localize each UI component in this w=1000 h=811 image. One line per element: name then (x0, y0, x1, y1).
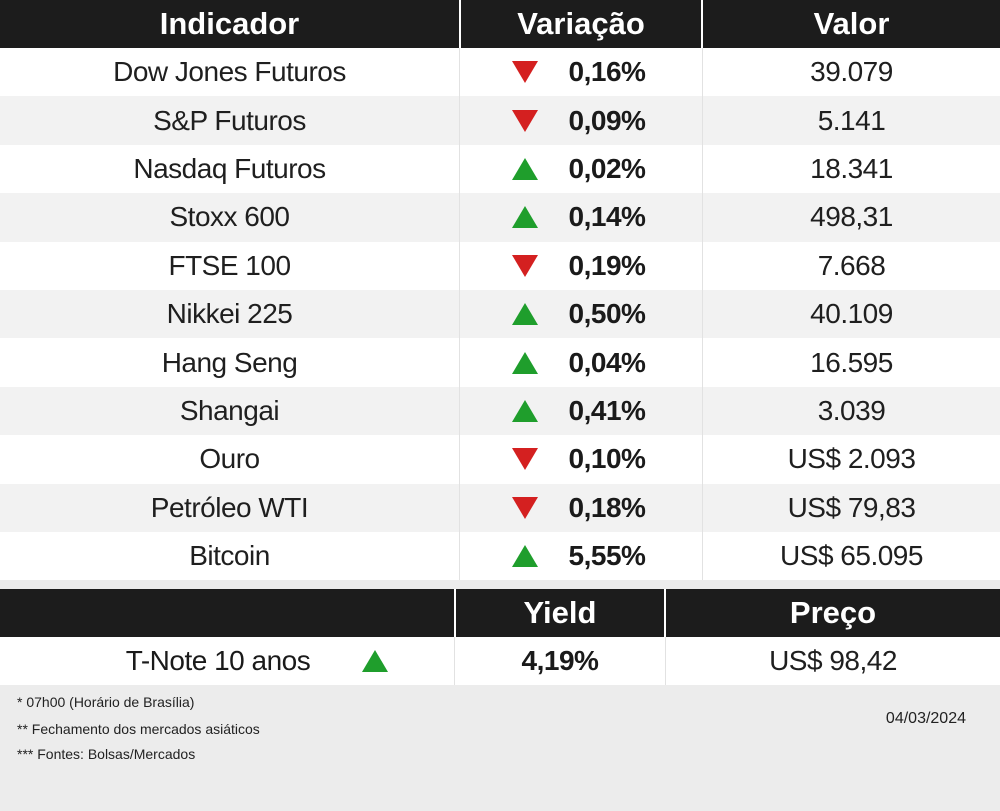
triangle-up-icon (362, 650, 389, 672)
header-value: Valor (813, 6, 890, 41)
table-row: Dow Jones Futuros 0,16% 39.079 (0, 48, 1000, 97)
triangle-up-icon (505, 157, 545, 180)
header-price: Preço (789, 595, 877, 630)
indicator-value: 16.595 (810, 346, 893, 378)
triangle-down-icon (505, 496, 545, 519)
market-indicators-table: Indicador Variação Valor Dow Jones Futur… (0, 0, 1000, 581)
table-body: Dow Jones Futuros 0,16% 39.079 S&P Futuros 0… (0, 48, 1000, 581)
indicator-value: 498,31 (810, 201, 893, 233)
triangle-down-icon (505, 448, 545, 471)
header-indicator: Indicador (159, 6, 300, 41)
variation-value: 0,09% (568, 104, 646, 136)
indicator-value: 5.141 (817, 104, 886, 136)
triangle-down-icon (505, 109, 545, 132)
variation-value: 0,19% (568, 249, 646, 281)
table-row: S&P Futuros 0,09% 5.141 (0, 96, 1000, 145)
indicator-name: Nasdaq Futuros (133, 152, 326, 184)
indicator-name: Nikkei 225 (166, 298, 293, 330)
header-yield: Yield (454, 589, 666, 637)
tnote-price: US$ 98,42 (769, 645, 897, 676)
indicator-value: 40.109 (810, 298, 893, 330)
indicator-value: 39.079 (810, 56, 893, 88)
triangle-up-icon (505, 303, 545, 326)
triangle-up-icon (505, 545, 545, 568)
indicator-value: US$ 2.093 (787, 443, 916, 475)
variation-value: 0,50% (568, 298, 646, 330)
variation-value: 5,55% (568, 540, 646, 572)
footnote-sources: *** Fontes: Bolsas/Mercados (17, 746, 196, 762)
indicator-value: US$ 79,83 (787, 491, 916, 523)
table-row: Petróleo WTI 0,18% US$ 79,83 (0, 483, 1000, 532)
tnote-table: Yield Preço T-Note 10 anos 4,19% US$ 98,… (0, 589, 1000, 685)
variation-value: 0,04% (568, 346, 646, 378)
tnote-header-blank (0, 589, 454, 637)
table-row: Bitcoin 5,55% US$ 65.095 (0, 531, 1000, 581)
table-row: Stoxx 600 0,14% 498,31 (0, 193, 1000, 242)
triangle-up-icon (505, 399, 545, 422)
indicator-name: Shangai (179, 394, 280, 426)
table-row: Hang Seng 0,04% 16.595 (0, 338, 1000, 387)
variation-value: 0,16% (568, 56, 646, 88)
table-header: Indicador Variação Valor (0, 0, 1000, 48)
triangle-up-icon (505, 351, 545, 374)
indicator-value: 7.668 (817, 249, 886, 281)
tnote-row: T-Note 10 anos 4,19% US$ 98,42 (0, 637, 1000, 685)
footnote-time: * 07h00 (Horário de Brasília) (17, 694, 195, 710)
variation-value: 0,41% (568, 394, 646, 426)
table-row: Shangai 0,41% 3.039 (0, 386, 1000, 436)
variation-value: 0,18% (568, 491, 646, 523)
variation-value: 0,02% (568, 152, 646, 184)
variation-value: 0,10% (568, 443, 646, 475)
indicator-name: S&P Futuros (153, 104, 306, 136)
tnote-header: Yield Preço (0, 589, 1000, 637)
indicator-name: Dow Jones Futuros (113, 56, 346, 88)
indicator-value: 3.039 (817, 394, 886, 426)
header-variation: Variação (459, 0, 703, 48)
indicator-value: 18.341 (810, 152, 893, 184)
indicator-value: US$ 65.095 (780, 540, 923, 572)
footnote-asian-markets: ** Fechamento dos mercados asiáticos (17, 721, 260, 737)
indicator-name: Bitcoin (189, 540, 270, 572)
triangle-down-icon (505, 254, 545, 277)
table-row: Nikkei 225 0,50% 40.109 (0, 289, 1000, 339)
indicator-name: FTSE 100 (168, 249, 291, 281)
variation-value: 0,14% (568, 201, 646, 233)
indicator-name: Hang Seng (161, 346, 298, 378)
indicator-name: Petróleo WTI (150, 491, 309, 523)
triangle-down-icon (505, 61, 545, 84)
report-date: 04/03/2024 (885, 710, 966, 727)
indicator-name: Stoxx 600 (169, 201, 290, 233)
table-row: Ouro 0,10% US$ 2.093 (0, 435, 1000, 484)
table-row: Nasdaq Futuros 0,02% 18.341 (0, 144, 1000, 194)
footer: * 07h00 (Horário de Brasília) ** Fechame… (0, 686, 1000, 811)
table-row: FTSE 100 0,19% 7.668 (0, 241, 1000, 290)
indicator-name: Ouro (199, 443, 260, 475)
tnote-name: T-Note 10 anos (125, 645, 311, 676)
triangle-up-icon (505, 206, 545, 229)
tnote-yield: 4,19% (521, 645, 599, 676)
